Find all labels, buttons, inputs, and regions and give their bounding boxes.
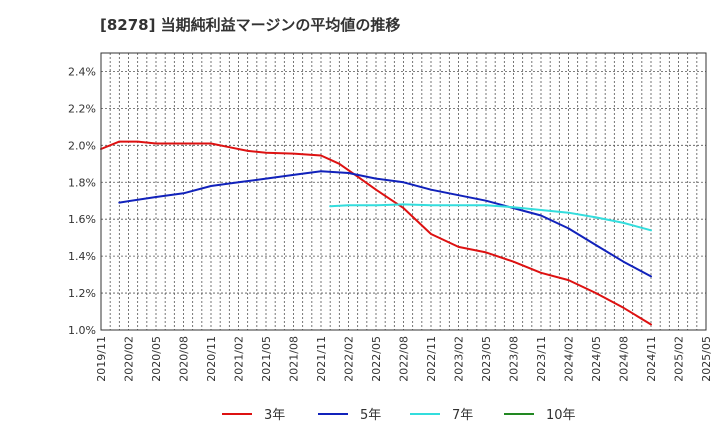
x-tick-label: 2023/11 <box>535 336 548 382</box>
x-tick-label: 2020/02 <box>123 336 136 382</box>
x-tick-label: 2021/02 <box>233 336 246 382</box>
legend-label: 5年 <box>360 408 381 423</box>
x-tick-label: 2025/02 <box>673 336 686 382</box>
legend-label: 3年 <box>264 408 285 423</box>
x-tick-label: 2022/08 <box>398 336 411 382</box>
x-tick-label: 2022/11 <box>425 336 438 382</box>
x-tick-label: 2022/05 <box>370 336 383 382</box>
legend: 3年 5年 7年 10年 <box>222 408 576 423</box>
y-tick-label: 1.2% <box>68 287 96 300</box>
x-tick-label: 2020/05 <box>150 336 163 382</box>
x-tick-label: 2021/08 <box>288 336 301 382</box>
plot-frame <box>100 52 707 331</box>
x-tick-label: 2021/05 <box>260 336 273 382</box>
y-tick-label: 2.2% <box>68 102 96 115</box>
chart-title: [8278] 当期純利益マージンの平均値の推移 <box>100 16 401 34</box>
x-tick-label: 2023/05 <box>480 336 493 382</box>
x-tick-label: 2023/08 <box>508 336 521 382</box>
x-tick-label: 2024/08 <box>618 336 631 382</box>
y-tick-label: 2.4% <box>68 65 96 78</box>
y-tick-label: 1.4% <box>68 250 96 263</box>
y-tick-label: 1.0% <box>68 324 96 337</box>
x-tick-label: 2023/02 <box>453 336 466 382</box>
x-tick-label: 2021/11 <box>315 336 328 382</box>
series-line-3年 <box>100 140 652 326</box>
x-tick-label: 2024/02 <box>563 336 576 382</box>
x-tick-label: 2020/08 <box>178 336 191 382</box>
x-tick-label: 2024/11 <box>645 336 658 382</box>
legend-label: 10年 <box>546 408 576 423</box>
x-tick-label: 2024/05 <box>590 336 603 382</box>
series-line-7年 <box>329 203 652 232</box>
series-line-5年 <box>118 170 652 278</box>
y-tick-label: 1.8% <box>68 176 96 189</box>
y-tick-label: 2.0% <box>68 139 96 152</box>
series-lines <box>100 140 652 326</box>
x-tick-label: 2022/02 <box>343 336 356 382</box>
y-axis-tick-labels: 1.0% 1.2% 1.4% 1.6% 1.8% 2.0% 2.2% 2.4% <box>68 65 96 337</box>
legend-label: 7年 <box>452 408 473 423</box>
x-axis-tick-labels: 2019/11 2020/02 2020/05 2020/08 2020/11 2021/… <box>95 336 713 382</box>
x-tick-label: 2020/11 <box>205 336 218 382</box>
x-tick-label: 2025/05 <box>700 336 713 382</box>
x-tick-label: 2019/11 <box>95 336 108 382</box>
y-tick-label: 1.6% <box>68 213 96 226</box>
